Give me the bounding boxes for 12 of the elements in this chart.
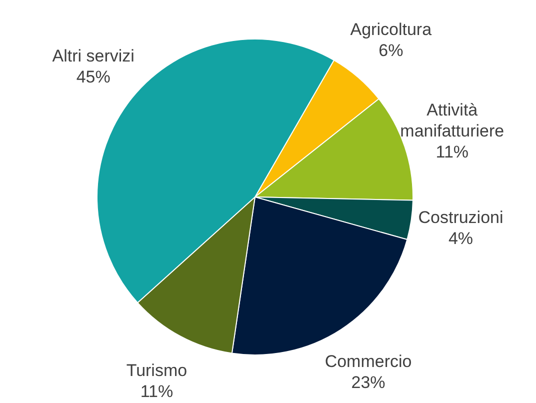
data-label: 11% bbox=[436, 142, 469, 162]
slice-label: Costruzioni bbox=[418, 207, 504, 226]
data-label: 6% bbox=[378, 40, 404, 60]
data-label: 23% bbox=[351, 372, 386, 392]
data-label: 11% bbox=[140, 381, 174, 400]
data-label: 45% bbox=[76, 67, 110, 86]
data-label: 4% bbox=[448, 228, 474, 248]
slice-label: Attività manifatturiere bbox=[400, 100, 504, 140]
slice-label: Turismo bbox=[126, 360, 188, 380]
slice-label: Agricoltura bbox=[350, 20, 432, 39]
slice-label: Altri servizi bbox=[52, 46, 134, 66]
slice-label: Commercio bbox=[324, 351, 412, 370]
